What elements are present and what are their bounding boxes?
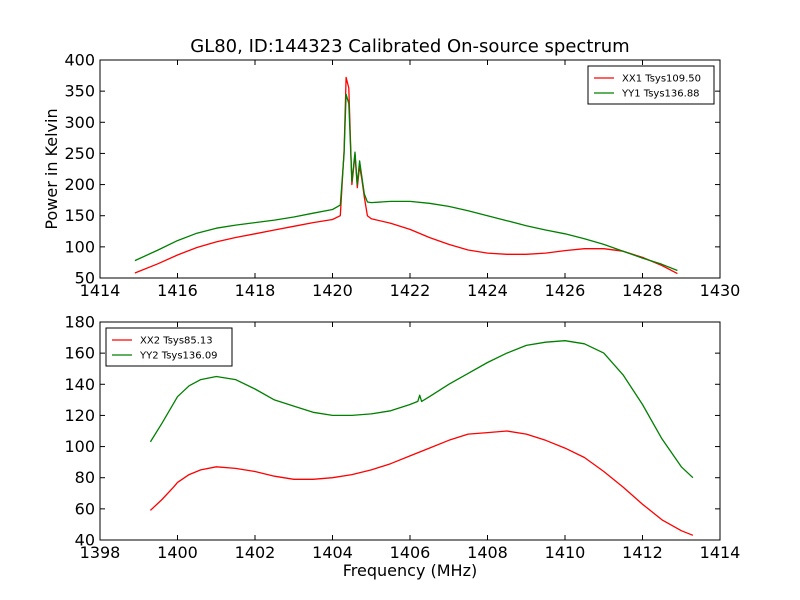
y-tick-label: 50 xyxy=(75,269,95,288)
legend-entry: YY2 Tsys136.09 xyxy=(139,351,218,362)
x-tick-label: 1416 xyxy=(157,281,198,300)
x-tick-label: 1428 xyxy=(622,281,663,300)
x-tick-label: 1402 xyxy=(235,543,276,562)
legend-entry: XX1 Tsys109.50 xyxy=(622,74,701,85)
legend-entry: XX2 Tsys85.13 xyxy=(140,336,213,347)
y-tick-label: 160 xyxy=(64,344,95,363)
legend: XX2 Tsys85.13 YY2 Tsys136.09 xyxy=(105,327,233,367)
x-tick-label: 1404 xyxy=(312,543,353,562)
x-tick-label: 1398 xyxy=(80,543,121,562)
y-tick-label: 100 xyxy=(64,237,95,256)
x-tick-label: 1422 xyxy=(390,281,431,300)
x-tick-label: 1412 xyxy=(622,543,663,562)
series-line-yy2 xyxy=(149,340,694,479)
y-tick-label: 60 xyxy=(75,499,95,518)
x-tick-label: 1406 xyxy=(390,543,431,562)
x-tick-label: 1408 xyxy=(467,543,508,562)
x-tick-label: 1414 xyxy=(80,281,121,300)
y-tick-label: 180 xyxy=(64,313,95,332)
legend: XX1 Tsys109.50 YY1 Tsys136.88 xyxy=(587,65,715,105)
x-tick-label: 1410 xyxy=(545,543,586,562)
series-line-xx2 xyxy=(149,430,694,536)
chart-title: GL80, ID:144323 Calibrated On-source spe… xyxy=(190,36,629,57)
bottom-panel: 1398 1400 1402 1404 1406 1408 1410 1412 1414 40 60… xyxy=(64,313,740,581)
legend-entry: YY1 Tsys136.88 xyxy=(621,89,700,100)
legend-box xyxy=(587,65,715,105)
y-tick-label: 350 xyxy=(64,82,95,101)
x-axis-label: Frequency (MHz) xyxy=(343,561,477,580)
x-tick-label: 1414 xyxy=(700,543,741,562)
x-tick-label: 1418 xyxy=(235,281,276,300)
y-tick-label: 100 xyxy=(64,437,95,456)
y-tick-label: 80 xyxy=(75,468,95,487)
top-panel: GL80, ID:144323 Calibrated On-source spe… xyxy=(42,36,740,300)
x-tick-label: 1424 xyxy=(467,281,508,300)
y-tick-label: 400 xyxy=(64,51,95,70)
series-line-yy1 xyxy=(134,93,678,272)
y-tick-label: 200 xyxy=(64,175,95,194)
x-tick-label: 1430 xyxy=(700,281,741,300)
y-tick-label: 150 xyxy=(64,206,95,225)
x-tick-label: 1426 xyxy=(545,281,586,300)
y-tick-label: 120 xyxy=(64,406,95,425)
y-axis-label: Power in Kelvin xyxy=(42,108,61,229)
x-tick-label: 1400 xyxy=(157,543,198,562)
y-tick-label: 250 xyxy=(64,144,95,163)
y-tick-label: 140 xyxy=(64,375,95,394)
legend-box xyxy=(105,327,233,367)
y-tick-label: 300 xyxy=(64,113,95,132)
y-tick-label: 40 xyxy=(75,531,95,550)
x-tick-label: 1420 xyxy=(312,281,353,300)
